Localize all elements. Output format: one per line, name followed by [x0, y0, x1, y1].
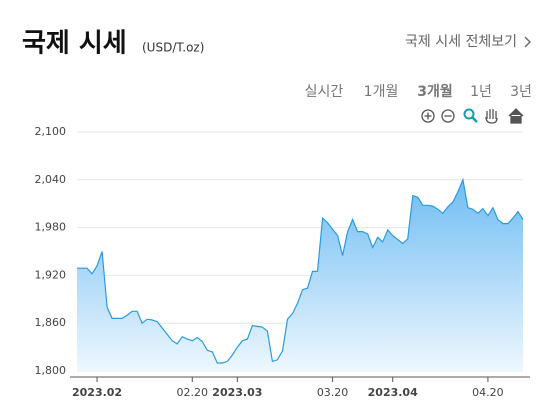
x-tick-label: 2023.03 [212, 386, 262, 399]
pan[interactable] [485, 109, 498, 124]
area [77, 179, 523, 371]
y-tick-label: 2,040 [35, 173, 67, 186]
y-tick-label: 1,860 [35, 316, 67, 329]
x-tick-label: 02.20 [177, 386, 209, 399]
x-tick-label: 04.20 [472, 386, 504, 399]
zoom-out[interactable] [441, 109, 455, 123]
tab[interactable]: 1년 [470, 84, 492, 100]
y-tick-label: 1,800 [35, 364, 67, 377]
y-tick-label: 1,980 [35, 221, 67, 234]
x-tick-label: 2023.04 [368, 386, 418, 399]
zoom-in[interactable] [421, 109, 435, 123]
home[interactable] [508, 108, 524, 124]
chart: 1,800 1,860 1,920 1,980 2,040 2,100 2023.02 02.… [35, 125, 530, 399]
zoom-in-sign [424, 112, 432, 120]
line [77, 177, 524, 364]
x-tick-label: 03.20 [317, 386, 349, 399]
title: 국제 시세 [22, 29, 127, 59]
zoom-handle [471, 116, 478, 123]
tabs: 실시간 1개월 3개월 1년 3년 [305, 83, 532, 100]
tab[interactable]: 3개월 [417, 83, 453, 100]
y-tick-label: 2,100 [35, 125, 67, 138]
tab[interactable]: 1개월 [364, 84, 399, 100]
x-tick-label: 2023.02 [72, 386, 122, 399]
toolbar [421, 108, 524, 124]
tab[interactable]: 실시간 [305, 84, 344, 100]
chevron [524, 36, 531, 48]
tab[interactable]: 3년 [510, 84, 532, 100]
y-tick-label: 1,920 [35, 268, 67, 281]
view-all-link[interactable]: 국제 시세 전체보기 [405, 34, 517, 50]
unit: (USD/T.oz) [142, 41, 204, 55]
zoom-select[interactable] [463, 108, 475, 120]
